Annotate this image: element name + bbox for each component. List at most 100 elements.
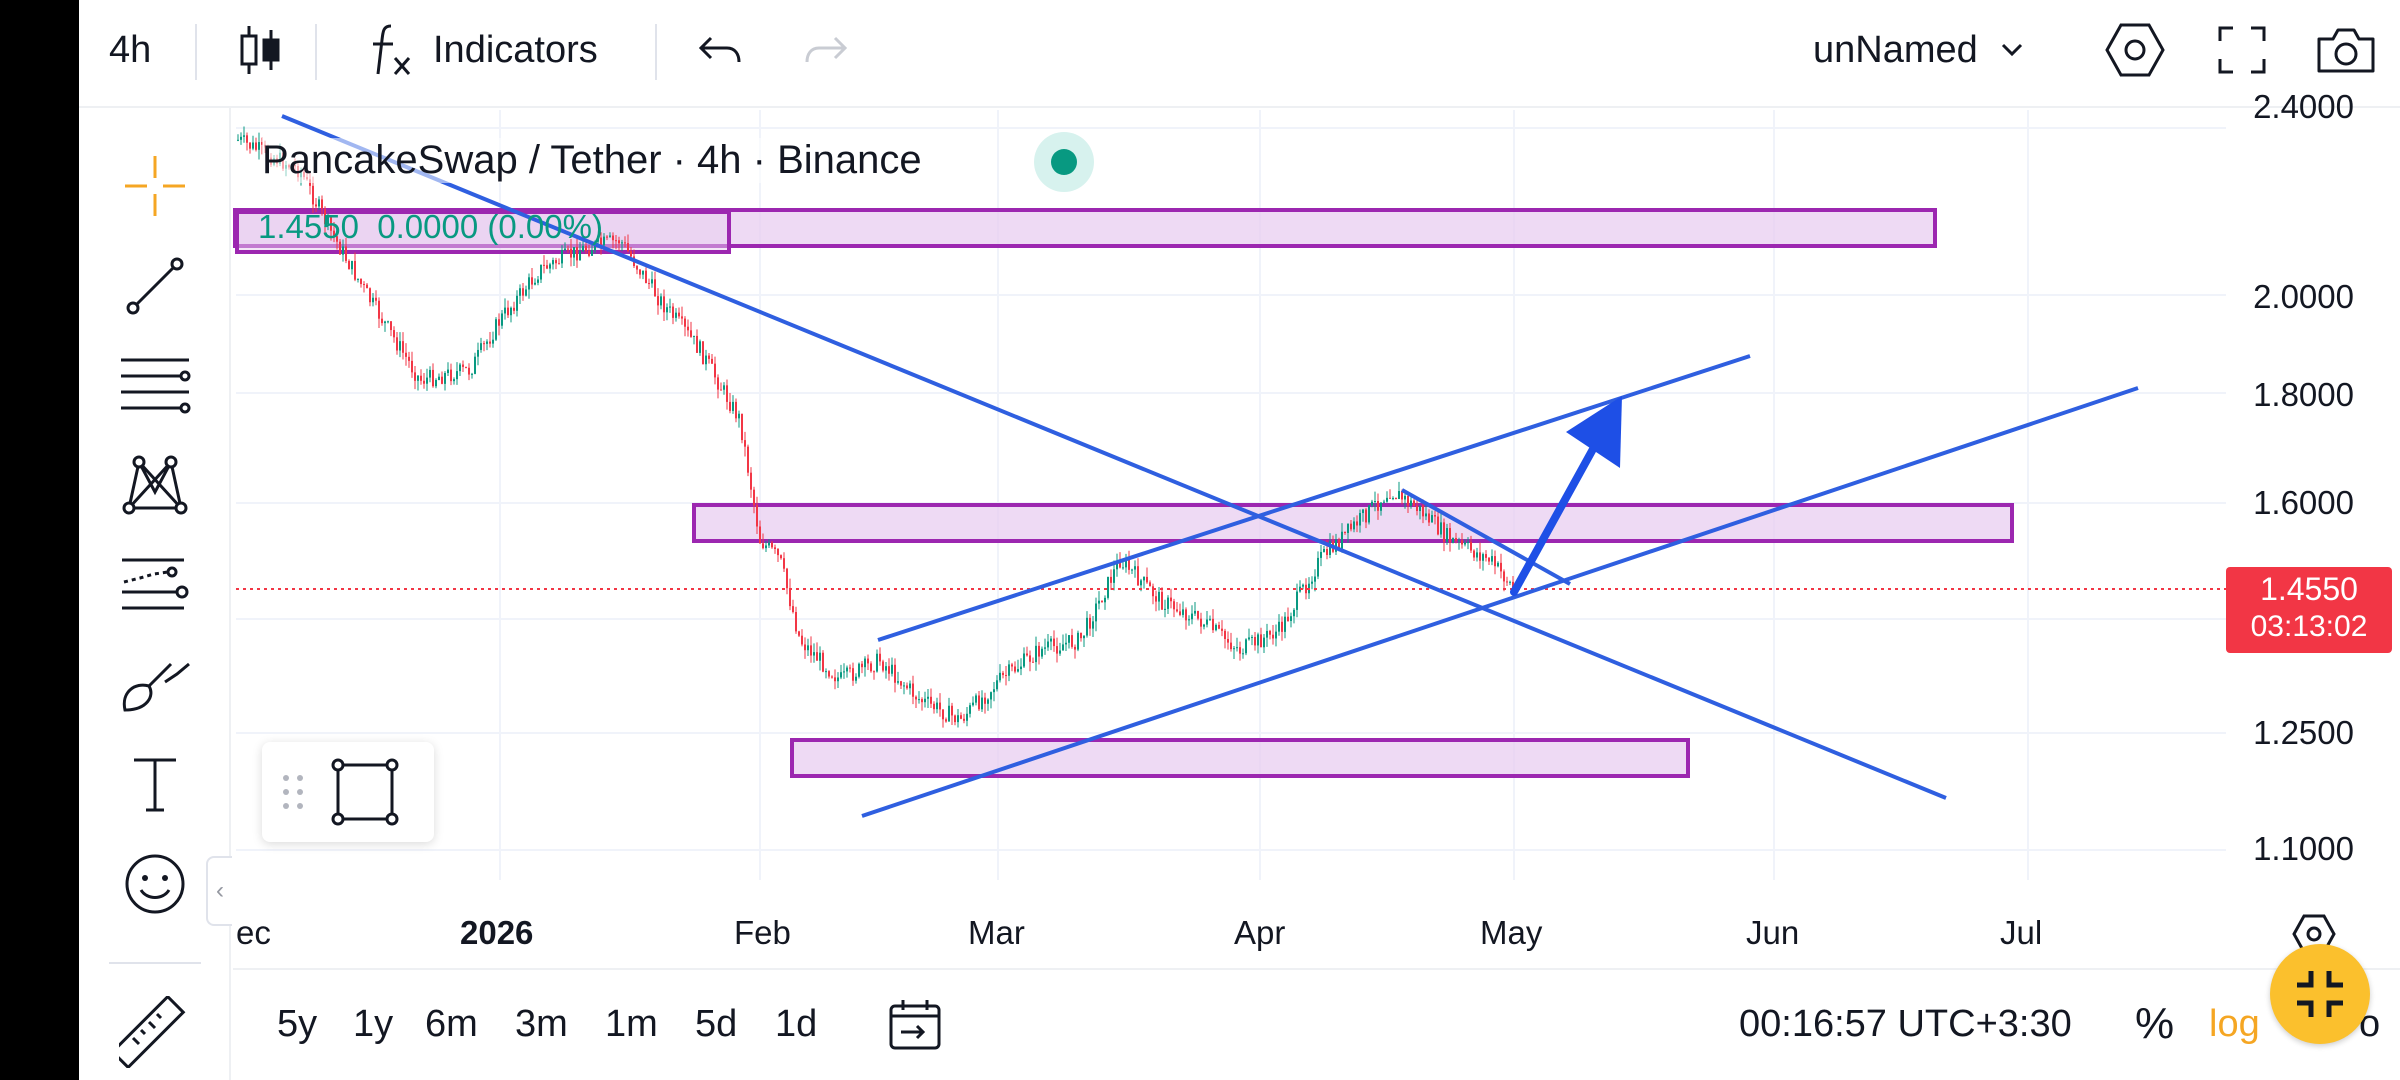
symbol-legend-title[interactable]: PancakeSwap / Tether · 4h · Binance xyxy=(262,138,922,183)
go-to-date-button[interactable] xyxy=(887,970,943,1078)
range-button-5d[interactable]: 5d xyxy=(695,970,737,1078)
candle-body xyxy=(693,335,695,337)
fib-tool[interactable] xyxy=(115,344,195,424)
price-chart[interactable] xyxy=(233,108,2400,968)
candle-body xyxy=(1035,645,1037,663)
candle-body xyxy=(405,352,407,357)
candle-body xyxy=(918,699,920,701)
candle-body xyxy=(1341,531,1343,549)
candle-body xyxy=(1323,548,1325,552)
undo-button[interactable] xyxy=(697,0,743,100)
candle-body xyxy=(603,236,605,246)
range-button-6m[interactable]: 6m xyxy=(425,970,478,1078)
candle-body xyxy=(1203,624,1205,627)
candle-body xyxy=(552,260,554,265)
zone-rectangle[interactable] xyxy=(790,738,1690,778)
candle-body xyxy=(726,385,728,402)
trend-lines[interactable] xyxy=(281,114,2139,818)
candle-body xyxy=(1383,501,1385,503)
range-button-1m[interactable]: 1m xyxy=(605,970,658,1078)
candle-body xyxy=(519,288,521,296)
forecast-tool[interactable] xyxy=(115,544,195,624)
candle-body xyxy=(1173,601,1175,610)
brush-tool[interactable] xyxy=(115,644,195,724)
measure-tool[interactable] xyxy=(115,992,195,1072)
candle-body xyxy=(1464,542,1466,545)
candle-body xyxy=(558,263,560,265)
candle-body xyxy=(540,264,542,280)
percent-scale-button[interactable]: % xyxy=(2135,970,2174,1078)
screen-edge xyxy=(0,0,79,1080)
undo-icon xyxy=(698,36,741,63)
candle-body xyxy=(966,713,968,721)
trend-line[interactable] xyxy=(861,386,2139,818)
candle-body xyxy=(381,318,383,324)
candle-body xyxy=(1182,609,1184,615)
candle-body xyxy=(702,341,704,365)
candle-body xyxy=(1134,566,1136,570)
exit-fullscreen-fab[interactable] xyxy=(2270,944,2370,1044)
fullscreen-button[interactable] xyxy=(2217,0,2267,100)
candle-body xyxy=(600,237,602,246)
candle-body xyxy=(252,142,254,149)
collapse-toolbar-button[interactable]: ‹ xyxy=(206,856,232,926)
market-open-dot-icon xyxy=(1051,149,1077,175)
candle-body xyxy=(1470,542,1472,551)
candle-body xyxy=(1005,675,1007,677)
candle-body xyxy=(627,243,629,252)
trendline-tool[interactable] xyxy=(115,246,195,326)
chart-grid xyxy=(236,110,2226,880)
forecast-arrow[interactable] xyxy=(1510,396,1622,596)
range-button-1d[interactable]: 1d xyxy=(775,970,817,1078)
drawing-toolbar xyxy=(79,108,231,1080)
candle-body xyxy=(996,680,998,690)
trend-line[interactable] xyxy=(877,354,1751,642)
indicators-button[interactable]: Indicators xyxy=(369,0,598,100)
calendar-goto-icon xyxy=(889,1000,941,1050)
crosshair-tool[interactable] xyxy=(115,146,195,226)
candle-body xyxy=(1086,617,1088,636)
candle-body xyxy=(756,505,758,527)
layout-menu-button[interactable]: unNamed xyxy=(1813,0,2024,100)
candle-body xyxy=(933,703,935,710)
settings-button[interactable] xyxy=(2105,0,2165,100)
candle-body xyxy=(771,542,773,548)
candle-body xyxy=(477,349,479,357)
chart-type-button[interactable] xyxy=(239,0,283,100)
candle-body xyxy=(411,360,413,373)
candle-body xyxy=(1092,621,1094,629)
chart-pane[interactable]: 2.4000 2.0000 1.8000 1.6000 1.2500 1.100… xyxy=(233,88,2400,968)
interval-button[interactable]: 4h xyxy=(109,0,151,100)
market-status-indicator[interactable] xyxy=(1034,132,1094,192)
range-button-1y[interactable]: 1y xyxy=(353,970,393,1078)
range-button-3m[interactable]: 3m xyxy=(515,970,568,1078)
candle-body xyxy=(915,696,917,700)
emoji-tool[interactable] xyxy=(115,844,195,924)
candle-body xyxy=(1482,554,1484,561)
pattern-tool[interactable] xyxy=(115,444,195,524)
rectangle-tool-icon[interactable] xyxy=(330,757,400,827)
candle-body xyxy=(999,672,1001,681)
candle-body xyxy=(1161,591,1163,610)
candle-body xyxy=(1497,562,1499,567)
drag-handle-icon[interactable] xyxy=(278,770,308,814)
candle-body xyxy=(1440,522,1442,535)
candle-body xyxy=(345,246,347,261)
candle-body xyxy=(1044,647,1046,649)
text-tool[interactable] xyxy=(115,744,195,824)
candle-body xyxy=(801,635,803,645)
snapshot-button[interactable] xyxy=(2315,0,2377,100)
timezone-clock-button[interactable]: 00:16:57 UTC+3:30 xyxy=(1739,970,2072,1078)
range-button-5y[interactable]: 5y xyxy=(277,970,317,1078)
log-scale-button[interactable]: log xyxy=(2209,970,2260,1078)
candle-body xyxy=(384,321,386,324)
trend-line[interactable] xyxy=(281,114,1947,800)
redo-button[interactable] xyxy=(803,0,849,100)
candle-body xyxy=(1302,584,1304,587)
trend-line[interactable] xyxy=(1401,488,1571,586)
candle-body xyxy=(729,401,731,411)
candle-body xyxy=(1206,619,1208,625)
candle-body xyxy=(906,685,908,689)
candle-body xyxy=(1263,637,1265,648)
candle-body xyxy=(1122,567,1124,569)
